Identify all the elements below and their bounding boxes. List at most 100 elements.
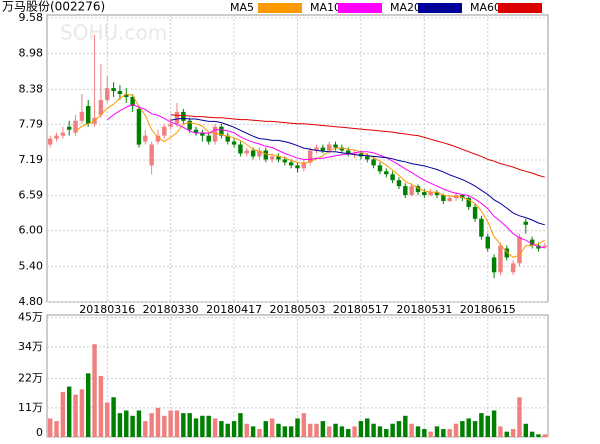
- volume-bar: [517, 397, 522, 437]
- candle-body: [352, 153, 357, 155]
- candle-body: [168, 123, 173, 127]
- volume-bar: [250, 426, 256, 437]
- volume-bar: [428, 431, 433, 437]
- candle-body: [301, 162, 307, 169]
- volume-bar: [314, 423, 319, 437]
- volume-bar: [365, 418, 370, 437]
- volume-bar: [415, 426, 421, 437]
- legend-swatch: [258, 3, 302, 13]
- candle-body: [60, 132, 66, 136]
- candle-body: [193, 129, 199, 133]
- volume-bar: [510, 429, 516, 437]
- candle-body: [219, 126, 224, 136]
- volume-bar: [187, 413, 192, 437]
- candle-body: [396, 180, 402, 187]
- x-tick-label: 20180517: [333, 303, 389, 316]
- legend-swatch: [418, 3, 462, 13]
- volume-bar: [295, 418, 300, 437]
- volume-bar: [117, 413, 123, 437]
- candle-body: [320, 147, 326, 151]
- volume-bar: [219, 421, 224, 437]
- candle-body: [238, 144, 243, 154]
- volume-bar: [339, 426, 345, 437]
- candle-body: [472, 206, 478, 219]
- candle-body: [143, 135, 148, 142]
- candle-body: [365, 156, 370, 160]
- volume-bar: [238, 413, 243, 437]
- volume-bar: [162, 415, 167, 437]
- ma-line: [106, 104, 545, 249]
- candle-body: [384, 171, 389, 175]
- candle-body: [244, 150, 249, 154]
- candle-body: [66, 126, 72, 130]
- volume-bar: [276, 423, 281, 437]
- volume-bar: [453, 423, 459, 437]
- volume-bar: [326, 426, 332, 437]
- volume-bar: [466, 418, 471, 437]
- volume-bar: [498, 426, 503, 437]
- ma-line: [170, 117, 545, 226]
- y-tick-label: 7.79: [19, 117, 44, 130]
- ma-line: [170, 114, 545, 178]
- volume-bar: [504, 431, 509, 437]
- volume-bar: [136, 410, 142, 437]
- volume-tick-label: 34万: [18, 340, 43, 353]
- candle-body: [212, 126, 218, 142]
- volume-bar: [409, 423, 414, 437]
- volume-bar: [269, 418, 275, 437]
- legend-swatch: [338, 3, 382, 13]
- watermark: SOHU.com: [60, 21, 167, 45]
- volume-bar: [491, 410, 497, 437]
- candle-body: [155, 135, 161, 142]
- volume-bar: [105, 402, 110, 437]
- candle-body: [231, 141, 237, 145]
- candle-body: [225, 135, 230, 142]
- volume-bar: [536, 434, 541, 437]
- volume-bar: [111, 397, 116, 437]
- candle-body: [111, 88, 116, 92]
- volume-bar: [460, 421, 465, 437]
- candle-body: [447, 198, 452, 201]
- volume-bar: [79, 389, 85, 437]
- candle-body: [339, 147, 345, 151]
- volume-bar: [231, 421, 237, 437]
- volume-bar: [288, 426, 294, 437]
- y-tick-label: 6.00: [19, 224, 44, 237]
- candle-body: [105, 88, 110, 100]
- volume-bar: [47, 418, 53, 437]
- volume-bar: [396, 421, 402, 437]
- volume-bar: [542, 434, 548, 437]
- chart-title: 万马股份(002276): [2, 0, 105, 14]
- volume-bar: [54, 421, 59, 437]
- candle-body: [460, 195, 465, 199]
- candle-body: [326, 144, 332, 151]
- candle-body: [54, 135, 59, 139]
- candle-body: [86, 105, 91, 124]
- candle-body: [510, 263, 516, 273]
- volume-bar: [422, 429, 427, 437]
- volume-bar: [320, 421, 326, 437]
- legend-label: MA60: [470, 1, 501, 14]
- candle-body: [124, 94, 129, 98]
- volume-bar: [60, 391, 66, 437]
- volume-bar: [168, 410, 173, 437]
- candle-body: [47, 138, 53, 145]
- volume-bar: [98, 376, 104, 437]
- candle-body: [422, 192, 427, 196]
- volume-tick-label: 11万: [18, 401, 43, 414]
- candle-body: [504, 248, 509, 258]
- volume-bar: [225, 423, 230, 437]
- legend-label: MA10: [310, 1, 341, 14]
- volume-tick-label: 45万: [18, 311, 43, 324]
- candle-body: [181, 111, 186, 121]
- candle-body: [257, 150, 262, 157]
- x-tick-label: 20180503: [270, 303, 326, 316]
- volume-bar: [434, 426, 440, 437]
- candle-body: [269, 156, 275, 160]
- candle-body: [130, 97, 135, 106]
- candle-body: [263, 150, 269, 160]
- volume-bar: [371, 423, 376, 437]
- volume-bar: [124, 410, 129, 437]
- volume-bar: [130, 415, 135, 437]
- candle-body: [346, 150, 351, 154]
